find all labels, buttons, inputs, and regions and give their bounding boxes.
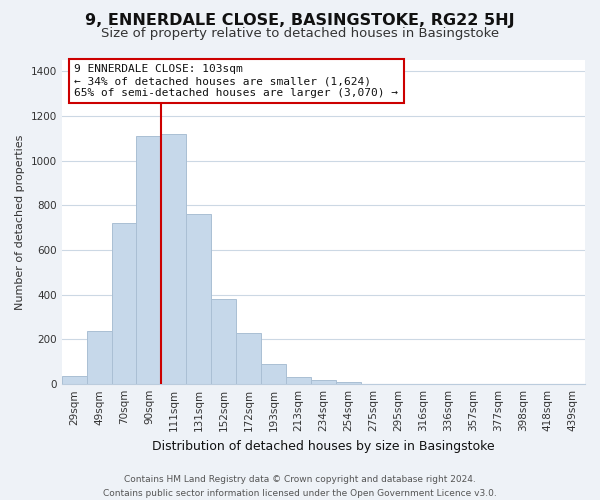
Text: 9 ENNERDALE CLOSE: 103sqm
← 34% of detached houses are smaller (1,624)
65% of se: 9 ENNERDALE CLOSE: 103sqm ← 34% of detac… xyxy=(74,64,398,98)
Y-axis label: Number of detached properties: Number of detached properties xyxy=(15,134,25,310)
Bar xyxy=(236,333,261,384)
Bar xyxy=(62,376,86,384)
Bar xyxy=(311,380,336,384)
Bar xyxy=(286,378,311,384)
Bar xyxy=(211,299,236,384)
Text: Size of property relative to detached houses in Basingstoke: Size of property relative to detached ho… xyxy=(101,28,499,40)
Bar xyxy=(136,136,161,384)
Text: Contains HM Land Registry data © Crown copyright and database right 2024.
Contai: Contains HM Land Registry data © Crown c… xyxy=(103,476,497,498)
Bar xyxy=(186,214,211,384)
X-axis label: Distribution of detached houses by size in Basingstoke: Distribution of detached houses by size … xyxy=(152,440,494,452)
Bar xyxy=(112,223,136,384)
Bar xyxy=(336,382,361,384)
Bar xyxy=(86,330,112,384)
Text: 9, ENNERDALE CLOSE, BASINGSTOKE, RG22 5HJ: 9, ENNERDALE CLOSE, BASINGSTOKE, RG22 5H… xyxy=(85,12,515,28)
Bar xyxy=(161,134,186,384)
Bar xyxy=(261,364,286,384)
